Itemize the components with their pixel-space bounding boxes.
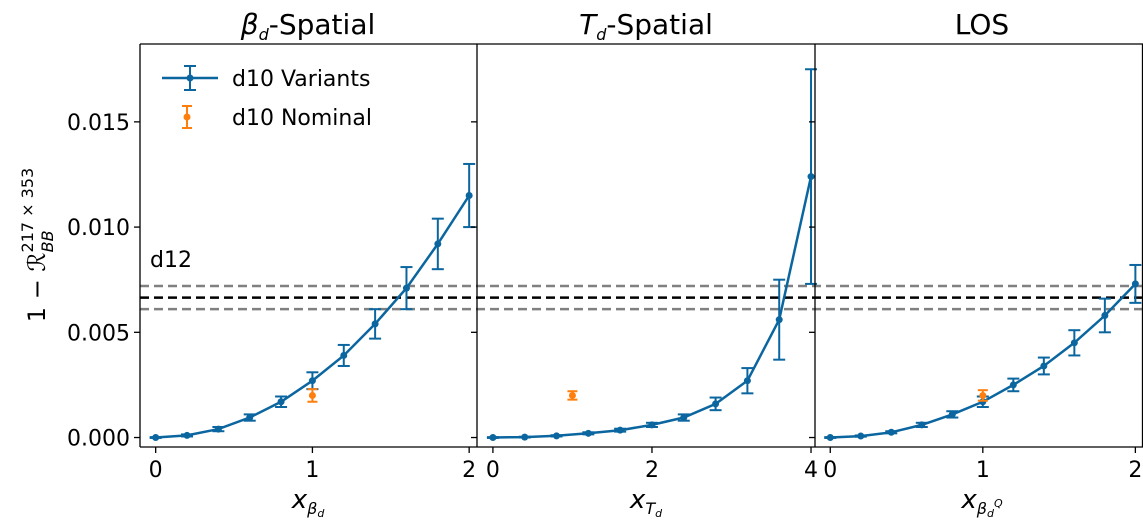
panel-2-variants-point-4 (948, 410, 956, 418)
x-axis-label-beta: xβd (291, 485, 326, 520)
panel-0-variants-point-5 (308, 377, 316, 385)
panel-1-x-tick-label-1: 2 (645, 458, 659, 483)
panel-1-variants-point-4 (616, 426, 624, 434)
panel-1-variants-point-9 (775, 316, 783, 324)
panel-0-nominal-point-0 (308, 391, 316, 399)
panel-0-variants-point-2 (214, 425, 222, 433)
panel-2-series-variants-line (830, 283, 1137, 439)
x-axis-label-temperature: xTd (629, 485, 663, 520)
panel-2-x-tick-label-0: 0 (823, 458, 837, 483)
legend-variants-marker (186, 74, 194, 82)
panel-0-variants-point-6 (340, 351, 348, 359)
panel-0-variants-point-0 (152, 434, 160, 442)
y-tick-label-1: 0.005 (67, 321, 130, 346)
panel-0-x-tick-label-2: 2 (462, 458, 476, 483)
panel-1-variants-point-5 (648, 421, 656, 429)
panel-0-x-tick-label-1: 1 (305, 458, 319, 483)
panel-0-variants-point-4 (277, 398, 285, 406)
legend-nominal-marker (183, 113, 191, 121)
panel-1-variants-point-1 (521, 433, 529, 441)
reference-annotation: d12 (150, 248, 192, 273)
x-axis-label-los: xβdQ (960, 485, 1003, 520)
panel-2-variants-point-0 (826, 434, 834, 442)
panel-1-x-tick-label-2: 4 (804, 458, 818, 483)
panel-2-x-tick-label-1: 1 (976, 458, 990, 483)
panel-0-variants-point-9 (434, 240, 442, 248)
panel-2-variants-point-7 (1040, 362, 1048, 370)
panel-0-variants-point-7 (371, 320, 379, 328)
panel-2-variants-point-2 (887, 428, 895, 436)
panel-0-variants-point-1 (183, 431, 191, 439)
panel-0-x-tick-label-0: 0 (149, 458, 163, 483)
panel-title-temperature: Td-Spatial (579, 8, 713, 44)
panel-0-variants-point-8 (402, 284, 410, 292)
panel-1-variants-point-3 (584, 429, 592, 437)
y-tick-label-0: 0.000 (67, 427, 130, 452)
panel-2-x-tick-label-2: 2 (1128, 458, 1142, 483)
panel-1-variants-point-7 (712, 400, 720, 408)
panel-1-variants-point-6 (680, 414, 688, 422)
panel-1-series-variants-line (492, 176, 813, 439)
legend-nominal-label: d10 Nominal (232, 106, 372, 131)
panel-1-x-tick-label-0: 0 (486, 458, 500, 483)
y-axis-label: 1 − ℛBB217 × 353 (18, 168, 57, 322)
panel-2-variants-point-9 (1101, 311, 1109, 319)
panel-2-variants-point-10 (1131, 280, 1139, 288)
panel-title-los: LOS (955, 8, 1009, 41)
panel-2-nominal-point-0 (979, 391, 987, 399)
panel-2-variants-point-3 (918, 421, 926, 429)
legend-variants-label: d10 Variants (232, 67, 370, 92)
panel-2-variants-point-1 (857, 432, 865, 440)
legend: d10 Variants d10 Nominal (162, 65, 372, 131)
panel-1-nominal-point-0 (568, 391, 576, 399)
panel-1-variants-point-2 (553, 432, 561, 440)
panel-1-variants-point-0 (489, 434, 497, 442)
panel-2-variants-point-8 (1070, 339, 1078, 347)
panel-2-variants-point-6 (1009, 381, 1017, 389)
panel-0-variants-point-3 (246, 414, 254, 422)
panel-title-beta: βd-Spatial (240, 8, 376, 44)
panel-0-variants-point-10 (465, 192, 473, 200)
y-tick-label-3: 0.015 (67, 111, 130, 136)
panel-1-variants-point-8 (743, 377, 751, 385)
y-tick-label-2: 0.010 (67, 216, 130, 241)
panel-1-variants-point-10 (807, 173, 815, 181)
